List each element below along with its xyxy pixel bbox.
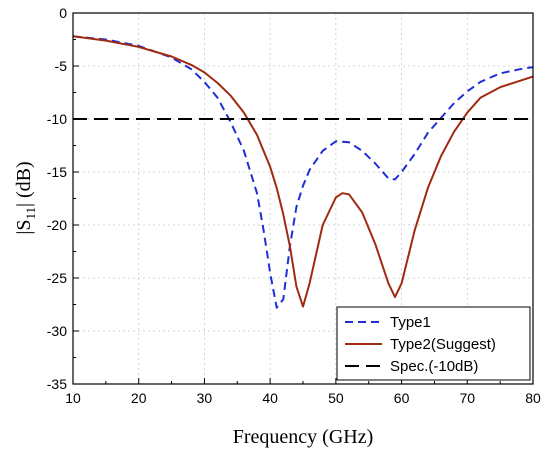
y-tick-label: 0: [59, 5, 67, 21]
x-tick-label: 70: [459, 390, 475, 406]
x-tick-label: 80: [525, 390, 541, 406]
y-tick-label: -5: [55, 58, 68, 74]
y-tick-label: -30: [47, 323, 67, 339]
x-tick-label: 60: [394, 390, 410, 406]
y-tick-label: -20: [47, 217, 67, 233]
y-tick-label: -15: [47, 164, 67, 180]
x-tick-label: 30: [197, 390, 213, 406]
y-tick-label: -35: [47, 376, 67, 392]
y-axis-title: |S11| (dB): [13, 161, 38, 234]
axis-ticks: 10 20 30 40 50 60 70 80 0 -5 -10 -15 -20 -25 -30 -35: [47, 5, 541, 406]
x-tick-label: 40: [262, 390, 278, 406]
legend-label-spec: Spec.(-10dB): [390, 358, 478, 375]
series-line-type1: [72, 35, 534, 309]
y-axis-title-post: | (dB): [13, 161, 35, 207]
y-tick-label: -25: [47, 270, 67, 286]
legend: Type1 Type2(Suggest) Spec.(-10dB): [336, 306, 531, 381]
grid: [73, 13, 533, 384]
series-layer: [72, 35, 534, 309]
y-tick-label: -10: [47, 111, 67, 127]
x-tick-label: 20: [131, 390, 147, 406]
x-tick-label: 10: [65, 390, 81, 406]
x-axis-title: Frequency (GHz): [233, 426, 374, 448]
y-axis-title-sub: 11: [23, 207, 38, 220]
legend-label-type1: Type1: [390, 314, 431, 331]
series-line-type2-suggest: [72, 35, 534, 308]
legend-label-type2: Type2(Suggest): [390, 336, 496, 353]
x-tick-label: 50: [328, 390, 344, 406]
y-axis-title-pre: |S: [13, 220, 35, 235]
